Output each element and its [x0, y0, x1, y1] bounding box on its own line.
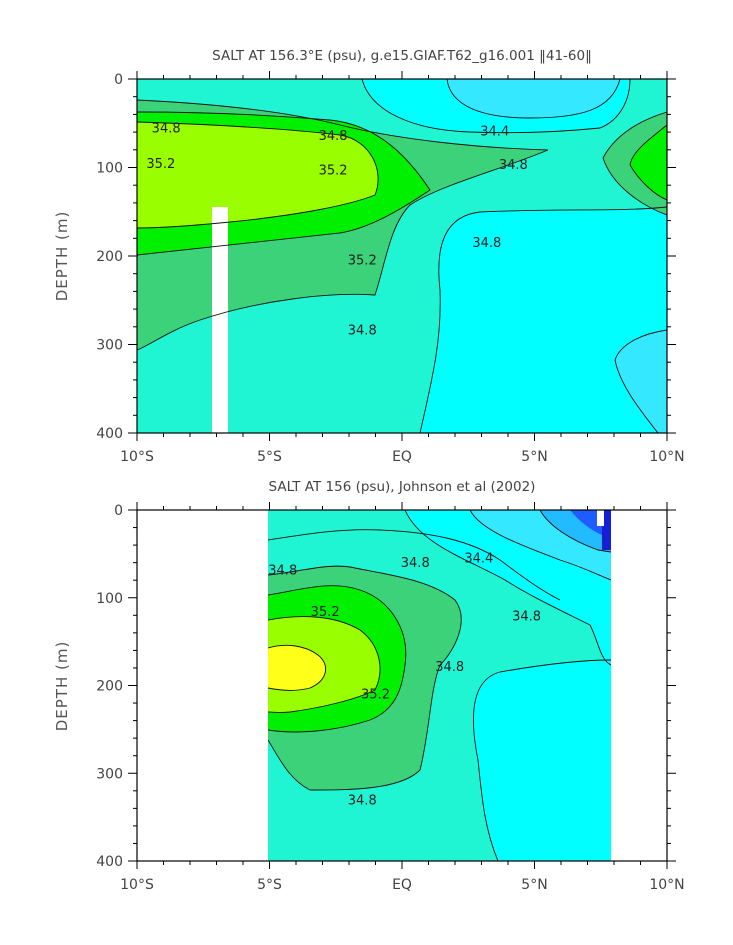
bottom-x-tick-label: 5°S [257, 877, 282, 893]
region-35.2-east [630, 125, 667, 200]
top-panel-title: SALT AT 156.3°E (psu), g.e15.GIAF.T62_g1… [212, 48, 592, 64]
bottom-contour-label: 34.8 [348, 794, 377, 809]
bottom-contour-label: 34.8 [401, 556, 430, 571]
region-34.4-deep-east [615, 330, 667, 433]
contour-35.2 [137, 111, 431, 256]
top-axis-ticks: 10°S 5°S EQ 5°N 10°N 0 100 200 300 400 [96, 71, 685, 465]
bottom-contour-label: 35.2 [311, 605, 340, 620]
top-contour-label: 35.2 [348, 254, 377, 269]
contour-34.4-north [469, 510, 611, 581]
region-34.6-deep [473, 660, 611, 861]
bottom-contour-fill [268, 510, 611, 861]
bottom-y-tick-label: 100 [96, 591, 123, 607]
contour-34.4-north [446, 79, 621, 119]
region-35.6-core [268, 645, 326, 691]
bottom-contour-label: 35.2 [361, 687, 390, 702]
bottom-x-tick-label: 10°N [649, 877, 684, 893]
bottom-axis-ticks: 10°S 5°S EQ 5°N 10°N 0 100 200 300 400 [96, 502, 685, 893]
bottom-y-tick-label: 200 [96, 679, 123, 695]
contour-35.4 [268, 616, 381, 713]
top-contour-label: 35.2 [146, 157, 175, 172]
contour-34.2-north [539, 510, 611, 553]
bottom-contour-label: 34.8 [512, 609, 541, 624]
bottom-panel-title: SALT AT 156 (psu), Johnson et al (2002) [269, 479, 536, 495]
contour-34.6-north [361, 79, 631, 134]
bottom-contour-label: 34.8 [435, 660, 464, 675]
contour-35.2 [268, 585, 407, 733]
top-contour-label: 34.8 [472, 236, 501, 251]
top-contour-label: 35.2 [319, 163, 348, 178]
top-x-tick-label: EQ [392, 449, 412, 465]
contour-35.2-east [629, 124, 667, 201]
top-x-tick-label: 10°S [120, 449, 154, 465]
contour-34.6-deep [473, 659, 611, 861]
top-panel: SALT AT 156.3°E (psu), g.e15.GIAF.T62_g1… [53, 48, 685, 465]
top-contour-label: 34.8 [348, 323, 377, 338]
contour-34.8-upper [268, 529, 561, 601]
bottom-panel: SALT AT 156 (psu), Johnson et al (2002) [53, 479, 685, 893]
bottom-y-tick-label: 400 [96, 854, 123, 870]
top-x-tick-label: 5°N [521, 449, 547, 465]
bottom-contour-label: 34.4 [464, 551, 493, 566]
top-y-tick-label: 300 [96, 338, 123, 354]
contour-34.6-deep [419, 206, 667, 433]
bottom-x-tick-label: 5°N [521, 877, 547, 893]
top-y-tick-label: 100 [96, 161, 123, 177]
top-contour-label: 34.8 [152, 122, 181, 137]
top-contour-label: 34.8 [319, 129, 348, 144]
top-y-tick-label: 200 [96, 249, 123, 265]
contour-34.8 [268, 565, 462, 791]
bottom-y-tick-label: 0 [114, 503, 123, 519]
missing-data-notch [597, 510, 604, 526]
region-35.4-core [137, 122, 379, 228]
top-contour-label: 34.4 [480, 124, 509, 139]
bottom-y-axis-label: DEPTH (m) [53, 641, 71, 732]
bottom-contour-label: 34.8 [268, 564, 297, 579]
contour-35.0-east [602, 111, 667, 216]
top-x-tick-label: 10°N [649, 449, 684, 465]
top-contour-labels: 34.8 34.8 34.4 35.2 35.2 34.8 35.2 34.8 34.8 [146, 122, 528, 339]
top-y-axis-label: DEPTH (m) [53, 211, 71, 302]
top-contour-fill [137, 79, 667, 433]
bottom-y-tick-label: 300 [96, 766, 123, 782]
region-33.8-north [602, 510, 611, 550]
top-contour-label: 34.8 [499, 158, 528, 173]
top-y-tick-label: 0 [114, 72, 123, 88]
contour-34.8-lower [137, 149, 549, 351]
contour-34.8-upper [137, 99, 549, 151]
contour-35.4 [137, 121, 379, 229]
bottom-x-tick-label: EQ [392, 877, 412, 893]
region-34.4-surface-north [447, 79, 620, 118]
bottom-contour-labels: 34.8 34.8 34.4 34.8 35.2 35.2 34.8 34.8 [268, 551, 541, 809]
contour-34.4-deep [614, 329, 667, 433]
top-y-tick-label: 400 [96, 426, 123, 442]
top-x-tick-label: 5°S [257, 449, 282, 465]
contour-35.6 [268, 644, 326, 691]
region-34.6-deep-north [420, 207, 667, 433]
missing-data-bar [212, 207, 228, 433]
bottom-x-tick-label: 10°S [120, 877, 154, 893]
contour-34.6-north [404, 510, 611, 666]
